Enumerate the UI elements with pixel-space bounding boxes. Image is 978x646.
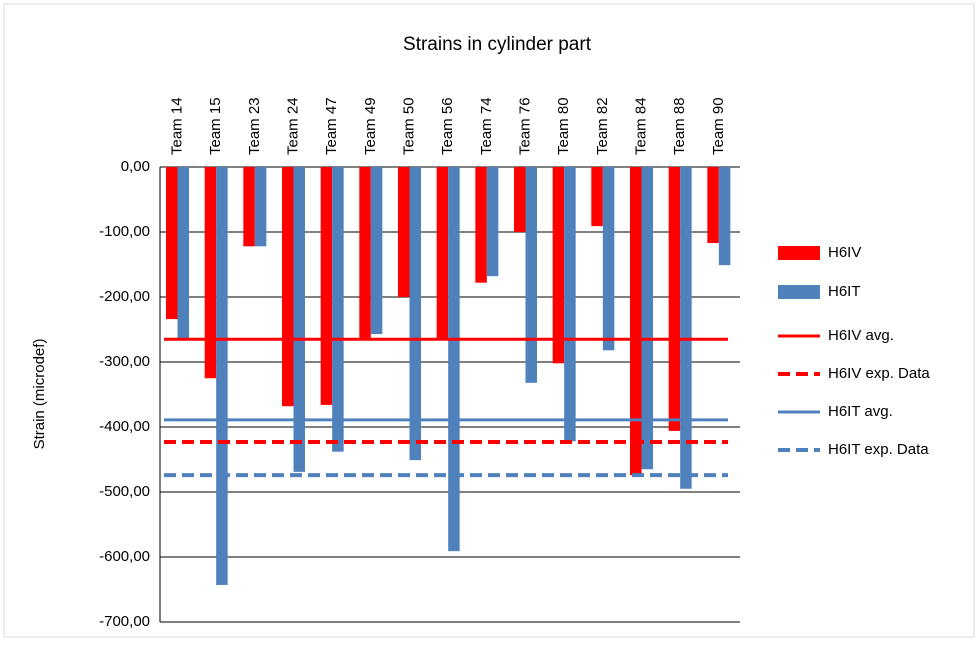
x-tick-label: Team 24 [284,97,301,155]
legend-label: H6IV exp. Data [828,365,930,382]
bar [204,167,217,379]
bar [641,167,653,470]
legend-label: H6IV avg. [828,327,894,344]
y-tick-label: -400,00 [99,418,150,435]
y-tick-label: -100,00 [99,223,150,240]
legend-label: H6IT [828,283,861,300]
x-tick-label: Team 23 [246,97,263,155]
bar [436,167,449,340]
y-tick-label: 0,00 [121,158,150,175]
bar [718,167,731,266]
bar [514,167,526,232]
bar [254,167,267,247]
legend-label: H6IT avg. [828,403,893,420]
x-tick-label: Team 56 [439,97,456,155]
legend-swatch [778,285,820,299]
x-tick-label: Team 76 [516,97,533,155]
y-axis-label: Strain (microdef) [31,339,48,450]
bar [398,167,410,297]
bar [680,167,692,489]
bar [216,167,228,585]
bar [359,167,371,338]
legend-swatch [778,246,820,260]
bar [243,167,255,247]
y-tick-label: -500,00 [99,483,150,500]
x-tick-label: Team 47 [323,97,340,155]
bar [370,167,383,335]
legend-label: H6IV [828,244,861,261]
bar [177,167,189,338]
x-tick-label: Team 88 [671,97,688,155]
x-tick-label: Team 84 [632,97,649,155]
chart-frame [3,3,975,638]
x-tick-label: Team 90 [710,97,727,155]
bar [668,167,681,431]
bar [448,167,460,552]
bar [552,167,565,364]
y-tick-label: -600,00 [99,548,150,565]
bar [525,167,537,383]
x-tick-label: Team 50 [400,97,417,155]
y-tick-label: -200,00 [99,288,150,305]
bar [282,167,294,407]
x-tick-label: Team 14 [168,97,185,155]
x-tick-label: Team 49 [362,97,379,155]
bar [707,167,719,244]
chart-title: Strains in cylinder part [403,34,592,55]
bar [602,167,615,351]
bar [166,167,178,320]
x-tick-label: Team 74 [478,97,495,155]
x-tick-label: Team 80 [555,97,572,155]
bar [320,167,333,405]
y-tick-label: -300,00 [99,353,150,370]
bar [293,167,305,472]
bar [564,167,576,442]
bar [332,167,344,452]
legend-label: H6IT exp. Data [828,441,929,458]
bar [486,167,499,277]
bar [409,167,421,461]
bar [630,167,642,476]
x-tick-label: Team 82 [594,97,611,155]
x-tick-label: Team 15 [207,97,224,155]
bar [591,167,603,227]
bar [475,167,487,283]
y-tick-label: -700,00 [99,613,150,630]
